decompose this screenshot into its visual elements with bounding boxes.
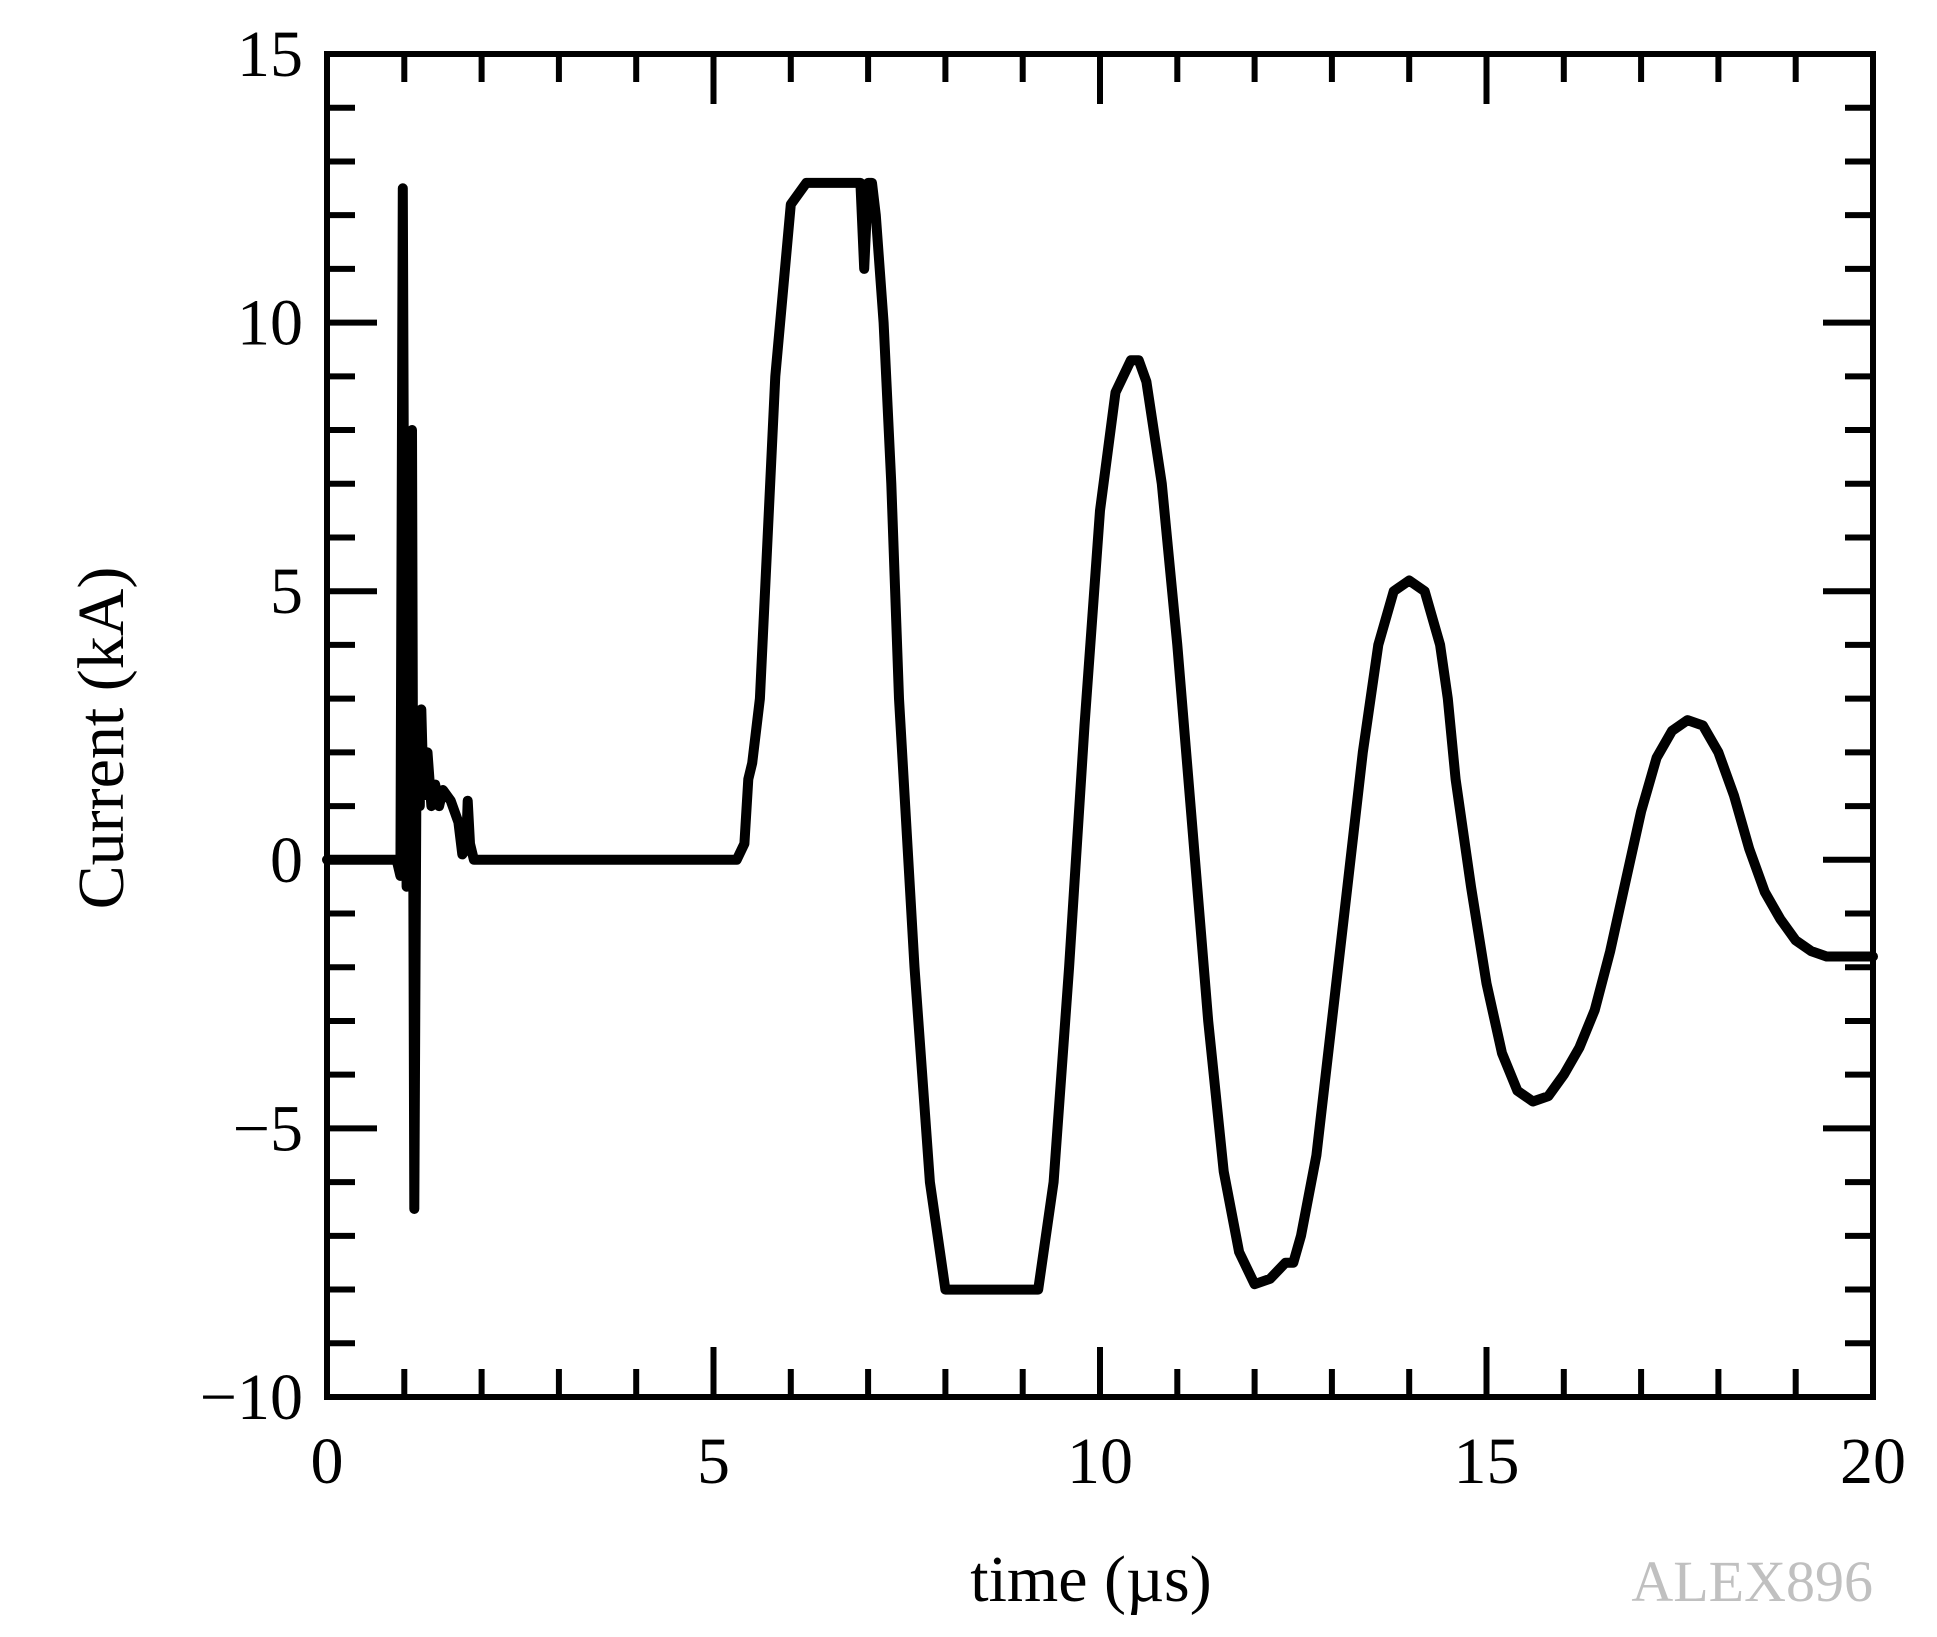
x-axis-title: time (µs) xyxy=(970,1543,1211,1616)
x-tick-label: 15 xyxy=(1454,1425,1520,1498)
axis-ticks xyxy=(324,51,1876,1400)
x-tick-label: 0 xyxy=(311,1425,344,1498)
y-tick-label: 0 xyxy=(270,824,303,897)
y-tick-label: −5 xyxy=(233,1092,303,1165)
watermark-text: ALEX896 xyxy=(1631,1549,1873,1614)
plot-frame xyxy=(324,51,1876,1400)
y-tick-label: 10 xyxy=(237,287,303,360)
y-tick-label: 5 xyxy=(270,555,303,628)
y-axis-title: Current (kA) xyxy=(65,567,138,910)
x-tick-label: 20 xyxy=(1840,1425,1906,1498)
x-tick-labels: 0 5 10 15 20 xyxy=(311,1425,1907,1498)
series-line xyxy=(322,177,1878,1295)
x-tick-label: 5 xyxy=(697,1425,730,1498)
y-tick-labels: −10 −5 0 5 10 15 xyxy=(200,18,303,1434)
y-tick-label: 15 xyxy=(237,18,303,91)
x-tick-label: 10 xyxy=(1067,1425,1133,1498)
y-tick-label: −10 xyxy=(200,1361,303,1434)
